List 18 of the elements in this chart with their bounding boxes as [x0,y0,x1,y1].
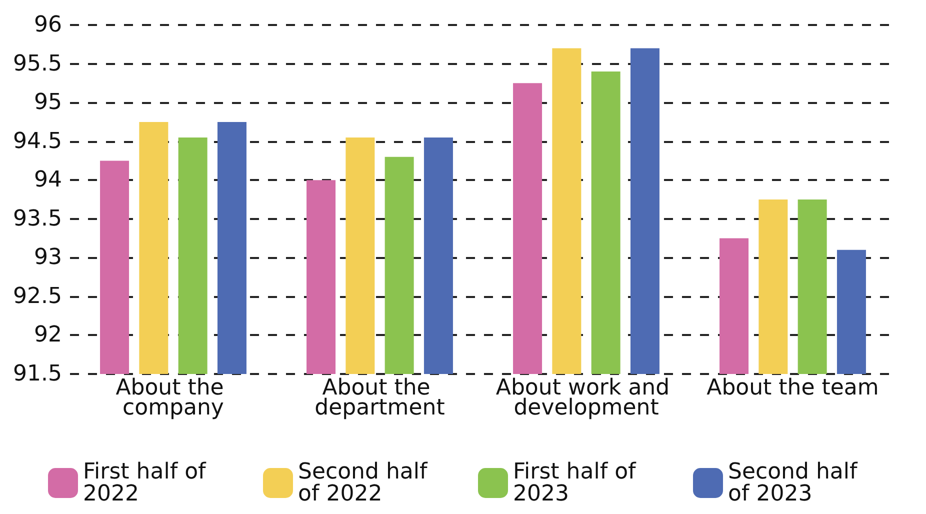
legend-label: Second half of 2022 [298,460,434,506]
x-tick-label: About the team [706,376,879,400]
legend-label: First half of 2022 [83,460,213,506]
x-tick-label: About the department [314,376,446,420]
y-tick-label: 94 [34,168,62,193]
legend-label: First half of 2023 [513,460,643,506]
y-tick-label: 93.5 [13,206,62,232]
y-tick-label: 91.5 [13,362,62,386]
legend-label: Second half of 2023 [728,460,864,506]
y-tick-label: 95.5 [13,51,62,76]
x-tick-label: About the company [116,376,231,420]
y-tick-label: 96 [34,12,62,38]
x-tick-label: About work and development [496,376,677,420]
y-tick-label: 94.5 [13,128,62,154]
y-tick-label: 92 [34,322,62,348]
y-tick-label: 92.5 [13,284,62,309]
y-tick-label: 95 [34,90,62,116]
y-tick-label: 93 [34,245,62,270]
